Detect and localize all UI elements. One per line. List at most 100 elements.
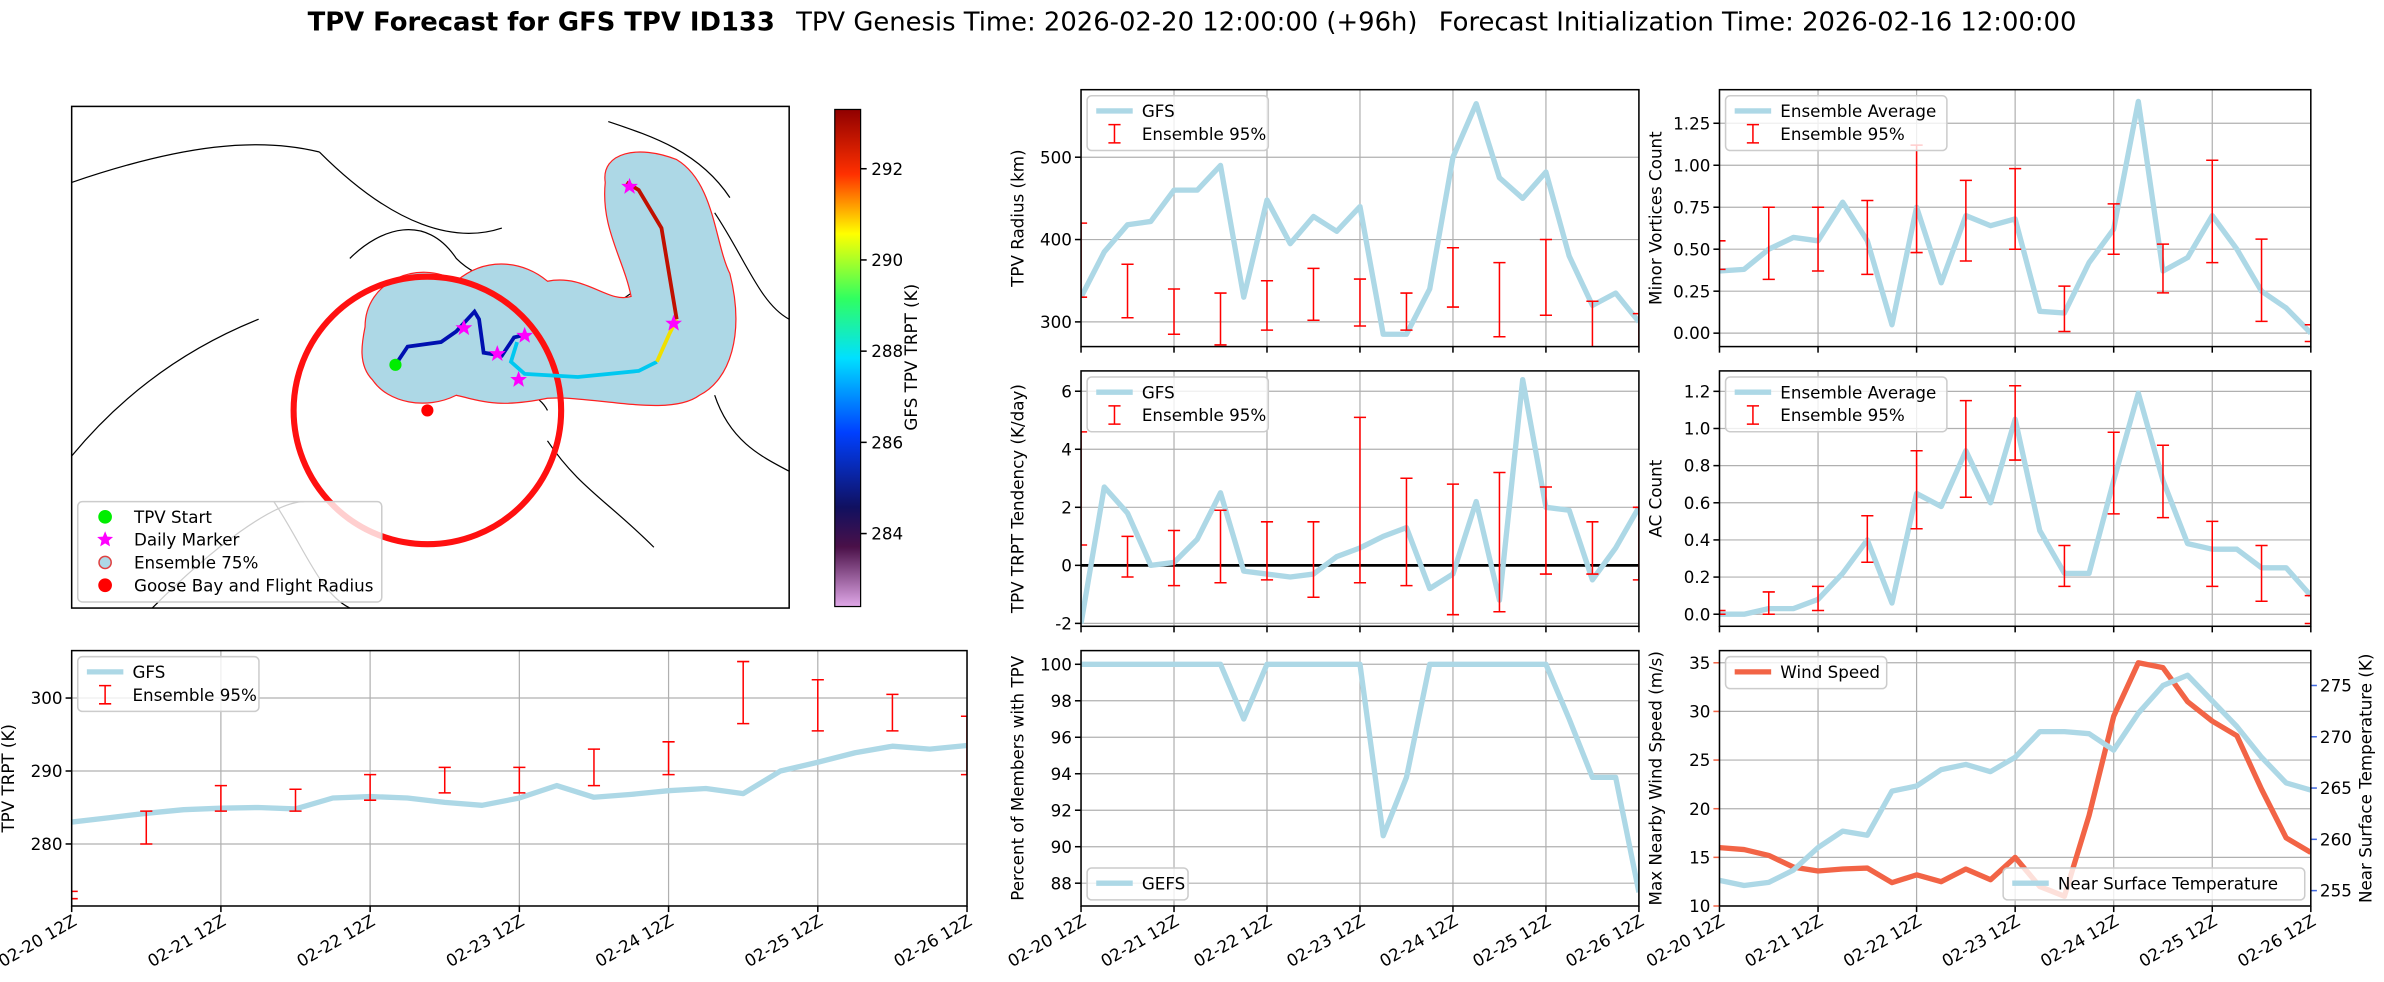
panel: 0.0 0.2 0.4 0.6 0.8 1.0 1.2 AC Count Ensemble Av…: [1646, 370, 2312, 633]
error-bar: [2156, 243, 2170, 294]
plot-frame: [1718, 370, 2312, 628]
daily-marker: [516, 326, 534, 343]
y-tick-label: 96: [1051, 727, 1072, 747]
x-tick-label: 02-20 12Z: [0, 910, 80, 971]
legend: GEFS: [1086, 867, 1189, 901]
x-tick-label: 02-23 12Z: [442, 910, 527, 971]
y-tick-label: 0.25: [1673, 281, 1710, 301]
x-tick-label: 02-21 12Z: [144, 910, 229, 971]
colorbar-tick-label: 288: [871, 341, 903, 361]
colorbar-tick-label: 292: [871, 159, 903, 179]
error-bar: [960, 715, 968, 776]
error-bar: [1539, 238, 1553, 317]
y-tick-label: 98: [1051, 691, 1072, 711]
legend-swatch: [1746, 123, 1760, 144]
legend-label: Ensemble 95%: [1780, 405, 1904, 425]
panel: 300 400 500 TPV Radius (km) GFS Ensemble 95%: [1007, 88, 1640, 353]
error-bar: [364, 773, 377, 801]
legend-label: Ensemble Average: [1780, 382, 1936, 402]
y-tick-label: 0.6: [1684, 493, 1711, 513]
y-tick-label: 280: [31, 834, 63, 854]
plot-frame: [1718, 649, 2312, 907]
legend-swatch: [1108, 405, 1121, 425]
error-bar: [1121, 535, 1134, 578]
y-axis-label: TPV Radius (km): [1007, 149, 1027, 287]
y-tick-label: 400: [1040, 230, 1072, 250]
error-bar: [1539, 486, 1553, 575]
x-tick-label: 02-23 12Z: [1938, 910, 2023, 971]
error-bar: [289, 788, 302, 812]
plot-frame: [1080, 370, 1640, 628]
error-bar: [438, 766, 451, 794]
y-tick-label: 1.0: [1684, 419, 1711, 439]
y-tick-label: 15: [1689, 847, 1710, 867]
error-bar: [1811, 585, 1825, 612]
flight-radius: [290, 273, 565, 548]
legend-label: Ensemble 95%: [132, 685, 256, 705]
y-tick-label: 0.75: [1673, 197, 1710, 217]
series-line: [1719, 672, 2311, 889]
error-bar: [1260, 521, 1274, 581]
error-bar: [662, 741, 675, 776]
x-tick-label: 02-25 12Z: [741, 910, 826, 971]
legend-label: GFS: [1142, 382, 1175, 402]
error-bar: [1586, 521, 1599, 575]
y-tick-label: 0.50: [1673, 239, 1710, 259]
error-bar: [2058, 544, 2071, 588]
y-tick-label: 90: [1051, 837, 1072, 857]
error-bar: [1632, 506, 1639, 581]
x-tick-label: 02-25 12Z: [2135, 910, 2220, 971]
error-bar: [2255, 238, 2268, 323]
legend-label: Wind Speed: [1780, 662, 1880, 682]
error-bar: [1214, 509, 1227, 584]
error-bar: [2156, 444, 2170, 519]
legend: Ensemble Average Ensemble 95%: [1724, 376, 1948, 433]
panel: 02-20 12Z 02-21 12Z 02-22 12Z 02-23 12Z 02-2…: [1643, 649, 2376, 971]
error-bar: [1353, 416, 1367, 584]
daily-marker: [510, 370, 527, 387]
y-tick-label: 0: [1061, 555, 1072, 575]
x-tick-label: 02-21 12Z: [1741, 910, 1826, 971]
plot-frame: [1080, 649, 1640, 907]
y-tick-label: 1.2: [1684, 381, 1711, 401]
error-bar: [1632, 312, 1639, 347]
y-tick-label: -2: [1055, 613, 1072, 633]
colorbar-label: GFS TPV TRPT (K): [901, 284, 921, 431]
error-bar: [1307, 267, 1320, 321]
legend-marker: [97, 531, 114, 547]
y-tick-label: 10: [1689, 896, 1710, 916]
panel: 0.00 0.25 0.50 0.75 1.00 1.25 Minor Vortices C…: [1646, 88, 2312, 353]
y2-tick-label: 270: [2320, 727, 2352, 747]
legend-label: Ensemble 95%: [1142, 405, 1266, 425]
y-tick-label: 300: [1040, 312, 1072, 332]
plot-frame: [70, 649, 968, 907]
error-bar: [1446, 483, 1460, 616]
legend-box: [76, 500, 383, 603]
error-bar: [1167, 288, 1181, 335]
goose-bay: [421, 404, 434, 417]
legend-swatch: [1108, 123, 1121, 144]
error-bar: [2255, 544, 2268, 602]
error-bar: [1081, 431, 1088, 546]
error-bar: [587, 748, 601, 787]
error-bar: [2107, 203, 2120, 255]
x-tick-label: 02-25 12Z: [1469, 910, 1554, 971]
daily-marker: [621, 177, 638, 194]
error-bar: [1811, 206, 1825, 272]
error-bar: [1214, 292, 1227, 346]
y2-tick-label: 255: [2320, 881, 2352, 901]
x-tick-label: 02-26 12Z: [1562, 910, 1647, 971]
legend-box: [1086, 867, 1189, 901]
legend: GFS Ensemble 95%: [1086, 376, 1270, 433]
legend-label: Ensemble 95%: [1780, 124, 1904, 144]
legend: GFS Ensemble 95%: [76, 655, 260, 713]
legend: GFS Ensemble 95%: [1086, 95, 1270, 152]
daily-marker: [488, 345, 506, 362]
y-tick-label: 100: [1040, 654, 1072, 674]
error-bar: [2304, 324, 2311, 343]
y-tick-label: 1.00: [1673, 155, 1710, 175]
x-tick-label: 02-22 12Z: [293, 910, 378, 971]
error-bar: [2058, 285, 2071, 333]
daily-markers: [455, 177, 682, 387]
